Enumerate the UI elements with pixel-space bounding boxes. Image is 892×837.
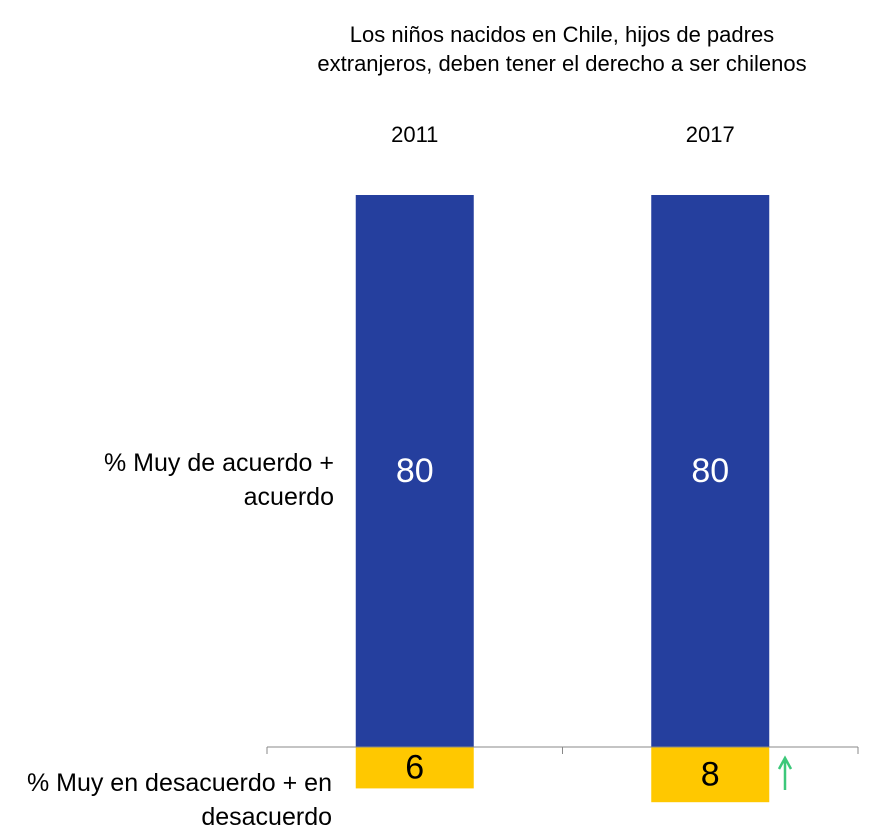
series-label: % Muy de acuerdo + acuerdo: [104, 449, 334, 511]
bar: [355, 195, 474, 747]
data-label: 8: [701, 756, 720, 794]
chart-title: extranjeros, deben tener el derecho a se…: [317, 51, 806, 76]
data-label: 80: [396, 452, 434, 490]
chart-title: Los niños nacidos en Chile, hijos de pad…: [350, 22, 774, 47]
bar: [651, 747, 770, 803]
data-label: 80: [691, 452, 729, 490]
data-label: 6: [405, 749, 424, 787]
bar: [355, 747, 474, 789]
change-arrow: [777, 755, 793, 790]
x-tick-label: 2017: [686, 122, 735, 147]
x-tick-label: 2011: [391, 122, 438, 147]
bar: [651, 195, 770, 747]
series-label: % Muy en desacuerdo + en desacuerdo: [26, 769, 332, 831]
